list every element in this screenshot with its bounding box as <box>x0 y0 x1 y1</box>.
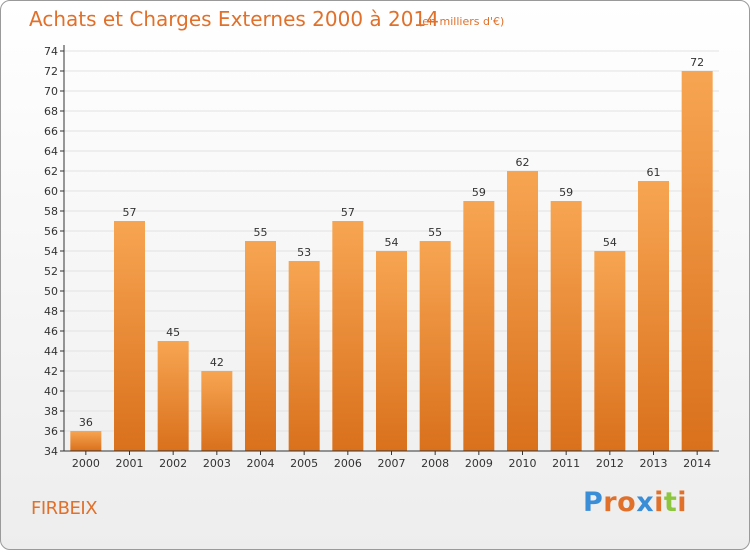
y-tick-label: 48 <box>44 305 58 318</box>
y-tick-label: 70 <box>44 85 58 98</box>
bar <box>114 221 145 451</box>
x-tick-label: 2002 <box>159 457 187 470</box>
y-tick-label: 46 <box>44 325 58 338</box>
commune-name: FIRBEIX <box>31 498 98 519</box>
bar <box>681 71 713 451</box>
bar <box>332 221 364 451</box>
logo-letter: r <box>603 487 618 518</box>
logo-letter: t <box>663 487 678 518</box>
x-tick-label: 2006 <box>334 457 362 470</box>
y-tick-label: 68 <box>44 105 58 118</box>
data-label: 42 <box>210 356 224 369</box>
bar <box>70 431 102 451</box>
x-tick-label: 2011 <box>552 457 580 470</box>
y-tick-label: 34 <box>44 445 58 458</box>
y-tick-label: 60 <box>44 185 58 198</box>
value-labels: 36 57 45 42 55 53 57 54 55 59 62 59 54 61 72 <box>79 56 704 429</box>
data-label: 59 <box>472 186 486 199</box>
data-label: 53 <box>297 246 311 259</box>
bar <box>288 261 320 451</box>
data-label: 55 <box>428 226 442 239</box>
y-tick-label: 40 <box>44 385 58 398</box>
x-tick-label: 2010 <box>509 457 537 470</box>
bar <box>550 201 582 451</box>
y-tick-label: 36 <box>44 425 58 438</box>
axes: 34 36 38 40 42 44 46 48 50 52 54 56 58 60 62 64 66 68 70 72… <box>44 45 719 470</box>
x-tick-label: 2004 <box>247 457 275 470</box>
x-tick-label: 2001 <box>116 457 144 470</box>
logo-letter: i <box>677 487 688 518</box>
logo-letter: P <box>583 487 604 518</box>
x-tick-label: 2005 <box>290 457 318 470</box>
y-tick-label: 38 <box>44 405 58 418</box>
x-tick-label: 2008 <box>421 457 449 470</box>
data-label: 57 <box>123 206 137 219</box>
y-tick-label: 44 <box>44 345 58 358</box>
y-tick-label: 56 <box>44 225 58 238</box>
x-tick-label: 2009 <box>465 457 493 470</box>
bar <box>201 371 233 451</box>
y-tick-label: 54 <box>44 245 58 258</box>
x-tick-label: 2013 <box>640 457 668 470</box>
bar <box>594 251 626 451</box>
chart-title: Achats et Charges Externes 2000 à 2014 <box>29 7 439 31</box>
x-tick-label: 2007 <box>378 457 406 470</box>
proxiti-logo: Proxiti <box>583 487 687 518</box>
y-tick-label: 74 <box>44 45 58 58</box>
x-tick-label: 2012 <box>596 457 624 470</box>
y-tick-label: 64 <box>44 145 58 158</box>
bar <box>419 241 451 451</box>
bar <box>507 171 538 451</box>
data-label: 54 <box>603 236 617 249</box>
y-tick-label: 66 <box>44 125 58 138</box>
bar <box>157 341 189 451</box>
logo-letter: i <box>654 487 664 518</box>
bar <box>376 251 407 451</box>
y-tick-label: 50 <box>44 285 58 298</box>
bar <box>638 181 669 451</box>
y-tick-label: 62 <box>44 165 58 178</box>
data-label: 45 <box>166 326 180 339</box>
data-label: 57 <box>341 206 355 219</box>
chart-unit-label: (en milliers d'€) <box>418 15 505 28</box>
x-tick-label: 2000 <box>72 457 100 470</box>
y-tick-label: 58 <box>44 205 58 218</box>
y-tick-label: 52 <box>44 265 58 278</box>
data-label: 61 <box>647 166 661 179</box>
x-tick-label: 2003 <box>203 457 231 470</box>
data-label: 54 <box>385 236 399 249</box>
y-tick-label: 42 <box>44 365 58 378</box>
data-label: 59 <box>559 186 573 199</box>
y-tick-label: 72 <box>44 65 58 78</box>
bar <box>245 241 276 451</box>
x-tick-label: 2014 <box>683 457 711 470</box>
bar <box>463 201 495 451</box>
logo-letter: o <box>617 487 637 518</box>
data-label: 36 <box>79 416 93 429</box>
bars <box>70 71 713 451</box>
data-label: 62 <box>516 156 530 169</box>
data-label: 72 <box>690 56 704 69</box>
data-label: 55 <box>254 226 268 239</box>
logo-letter: x <box>636 487 655 518</box>
